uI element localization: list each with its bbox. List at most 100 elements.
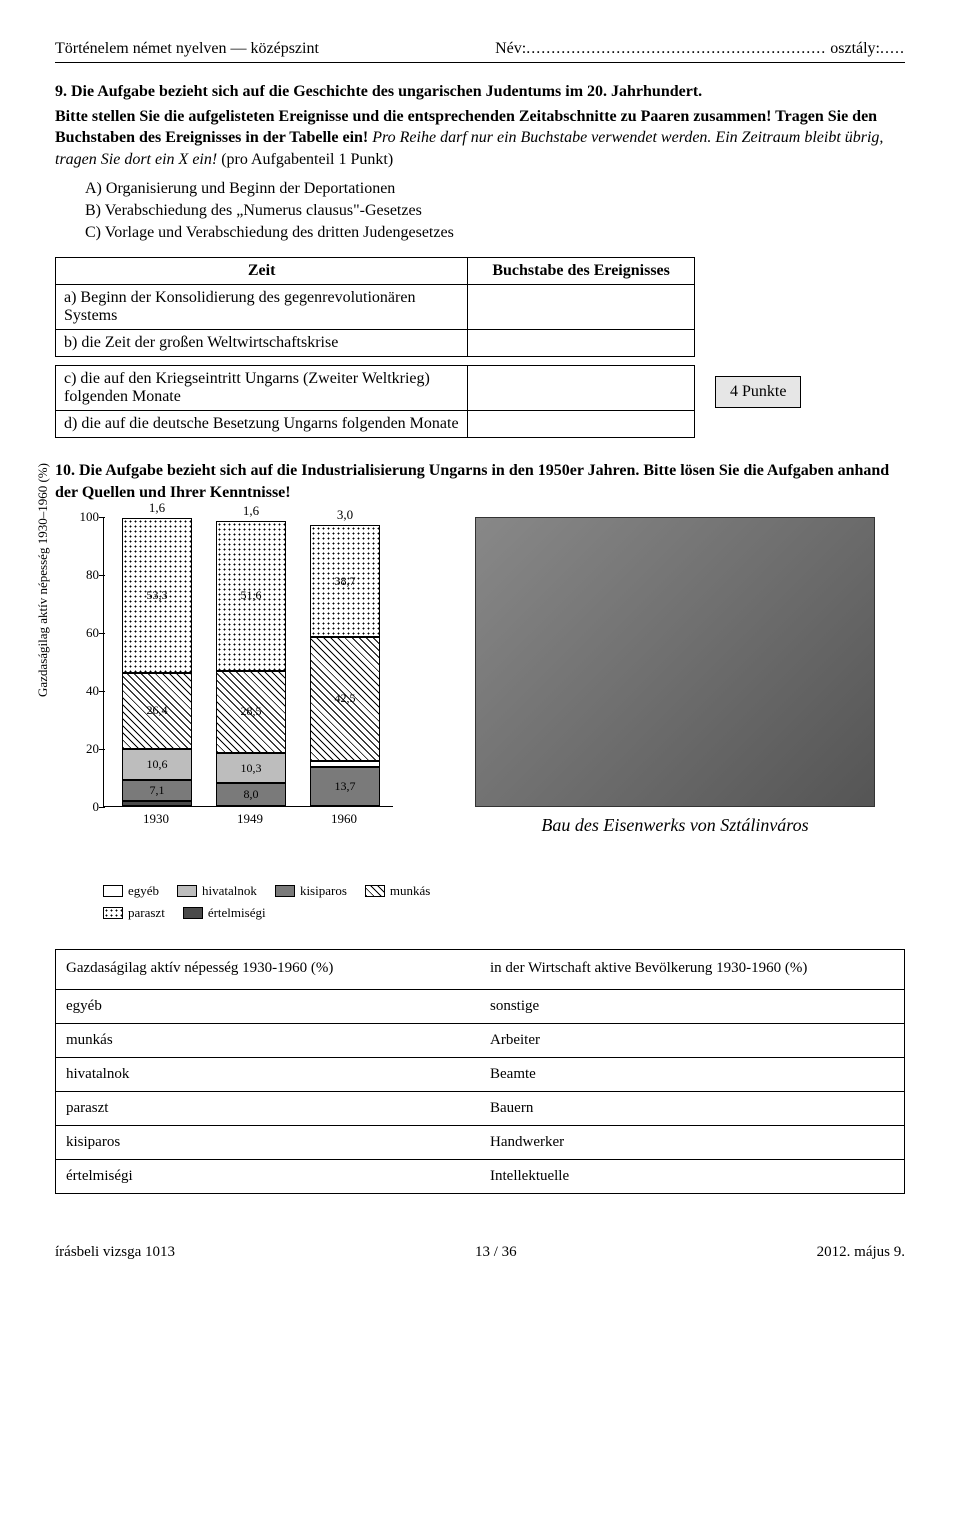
photo-column: Bau des Eisenwerks von Sztálinváros bbox=[465, 517, 885, 836]
page-header: Történelem német nyelven — középszint Né… bbox=[55, 40, 905, 58]
name-label: Név: bbox=[495, 40, 526, 57]
bar-segment-munkas: 42,5 bbox=[310, 637, 380, 760]
vocab-row: munkásArbeiter bbox=[56, 1024, 905, 1058]
bar-segment-munkas: 28,5 bbox=[216, 671, 286, 754]
task10-title: 10. Die Aufgabe bezieht sich auf die Ind… bbox=[55, 460, 905, 503]
bar-segment-paraszt: 51,6 bbox=[216, 521, 286, 671]
task9-col2-header: Buchstabe des Ereignisses bbox=[468, 258, 695, 285]
name-dots: ........................................… bbox=[526, 40, 826, 57]
bar-segment-paraszt: 38,7 bbox=[310, 525, 380, 637]
photo-caption: Bau des Eisenwerks von Sztálinváros bbox=[465, 815, 885, 836]
page-footer: írásbeli vizsga 1013 13 / 36 2012. május… bbox=[55, 1244, 905, 1281]
charts-row: Gazdaságilag aktív népesség 1930–1960 (%… bbox=[55, 517, 905, 921]
bar-segment-paraszt: 53,3 bbox=[122, 518, 192, 673]
ytick-label: 60 bbox=[75, 625, 99, 641]
chart-column: Gazdaságilag aktív népesség 1930–1960 (%… bbox=[55, 517, 435, 921]
task9-options: A) Organisierung und Beginn der Deportat… bbox=[85, 178, 905, 243]
vocab-cell: kisiparos bbox=[56, 1126, 481, 1160]
legend-label: kisiparos bbox=[300, 883, 347, 899]
vocab-table: Gazdaságilag aktív népesség 1930-1960 (%… bbox=[55, 949, 905, 1194]
vocab-row: kisiparosHandwerker bbox=[56, 1126, 905, 1160]
ytick-label: 40 bbox=[75, 683, 99, 699]
vocab-cell: Beamte bbox=[480, 1058, 905, 1092]
legend-swatch bbox=[275, 885, 295, 897]
xtick-label: 1949 bbox=[215, 811, 285, 827]
bar-segment-hivatalnok: 10,6 bbox=[122, 749, 192, 780]
legend-label: hivatalnok bbox=[202, 883, 257, 899]
row-c-answer[interactable] bbox=[468, 366, 695, 411]
bar-top-label: 3,0 bbox=[310, 507, 380, 523]
class-dots: ..... bbox=[880, 40, 905, 57]
legend-label: egyéb bbox=[128, 883, 159, 899]
ytick-label: 80 bbox=[75, 567, 99, 583]
chart-frame: 2,07,110,626,453,31,608,010,328,551,61,6… bbox=[103, 517, 393, 807]
bar-segment-kisiparos: 7,1 bbox=[122, 780, 192, 801]
vocab-cell: sonstige bbox=[480, 990, 905, 1024]
task9-optC: C) Vorlage und Verabschiedung des dritte… bbox=[85, 222, 905, 244]
bar-segment-munkas: 26,4 bbox=[122, 673, 192, 750]
row-d-label: d) die auf die deutsche Besetzung Ungarn… bbox=[56, 411, 468, 438]
legend-item-munkas: munkás bbox=[365, 883, 430, 899]
vocab-cell: in der Wirtschaft aktive Bevölkerung 193… bbox=[480, 950, 905, 990]
vocab-row: hivatalnokBeamte bbox=[56, 1058, 905, 1092]
task9-instr3: (pro Aufgabenteil 1 Punkt) bbox=[217, 151, 393, 168]
vocab-cell: munkás bbox=[56, 1024, 481, 1058]
task-9: 9. Die Aufgabe bezieht sich auf die Gesc… bbox=[55, 81, 905, 438]
task9-table-wrap: Zeit Buchstabe des Ereignisses a) Beginn… bbox=[55, 257, 905, 438]
row-c-label: c) die auf den Kriegseintritt Ungarns (Z… bbox=[56, 366, 468, 411]
vocab-row: parasztBauern bbox=[56, 1092, 905, 1126]
header-rule bbox=[55, 62, 905, 63]
bar-segment-kisiparos: 8,0 bbox=[216, 783, 286, 806]
class-label: osztály: bbox=[830, 40, 880, 57]
vocab-cell: egyéb bbox=[56, 990, 481, 1024]
vocab-cell: értelmiségi bbox=[56, 1160, 481, 1194]
vocab-cell: Intellektuelle bbox=[480, 1160, 905, 1194]
legend-item-kisiparos: kisiparos bbox=[275, 883, 347, 899]
bar-segment-ertelmisegi bbox=[122, 801, 192, 807]
xtick-label: 1930 bbox=[121, 811, 191, 827]
legend-swatch bbox=[365, 885, 385, 897]
legend-item-ertelmisegi: értelmiségi bbox=[183, 905, 266, 921]
header-left: Történelem német nyelven — középszint bbox=[55, 40, 319, 58]
vocab-cell: paraszt bbox=[56, 1092, 481, 1126]
legend-swatch bbox=[103, 885, 123, 897]
legend-label: paraszt bbox=[128, 905, 165, 921]
vocab-cell: Handwerker bbox=[480, 1126, 905, 1160]
footer-left: írásbeli vizsga 1013 bbox=[55, 1244, 175, 1261]
legend-item-hivatalnok: hivatalnok bbox=[177, 883, 257, 899]
ytick-label: 20 bbox=[75, 741, 99, 757]
legend-item-paraszt: paraszt bbox=[103, 905, 165, 921]
footer-center: 13 / 36 bbox=[475, 1244, 517, 1261]
bar-top-label: 1,6 bbox=[122, 500, 192, 516]
chart-legend: egyéb hivatalnok kisiparos munkás paraszt ért… bbox=[103, 883, 435, 921]
legend-item-egyeb: egyéb bbox=[103, 883, 159, 899]
row-b-answer[interactable] bbox=[468, 330, 695, 357]
legend-label: értelmiségi bbox=[208, 905, 266, 921]
legend-label: munkás bbox=[390, 883, 430, 899]
legend-swatch bbox=[103, 907, 123, 919]
task9-table: Zeit Buchstabe des Ereignisses a) Beginn… bbox=[55, 257, 695, 438]
legend-swatch bbox=[183, 907, 203, 919]
bar-segment-egyeb bbox=[310, 761, 380, 767]
photo-eisenwerk bbox=[475, 517, 875, 807]
header-right: Név:....................................… bbox=[495, 40, 905, 58]
stacked-bar-chart: Gazdaságilag aktív népesség 1930–1960 (%… bbox=[55, 517, 415, 877]
bar-top-label: 1,6 bbox=[216, 503, 286, 519]
xtick-label: 1960 bbox=[309, 811, 379, 827]
vocab-row: értelmiségiIntellektuelle bbox=[56, 1160, 905, 1194]
points-box: 4 Punkte bbox=[715, 376, 801, 408]
row-d-answer[interactable] bbox=[468, 411, 695, 438]
legend-swatch bbox=[177, 885, 197, 897]
row-b-label: b) die Zeit der großen Weltwirtschaftskr… bbox=[56, 330, 468, 357]
task9-optB: B) Verabschiedung des „Numerus clausus"-… bbox=[85, 200, 905, 222]
table-row: a) Beginn der Konsolidierung des gegenre… bbox=[56, 285, 695, 330]
task9-optA: A) Organisierung und Beginn der Deportat… bbox=[85, 178, 905, 200]
ytick-label: 0 bbox=[75, 799, 99, 815]
vocab-cell: Arbeiter bbox=[480, 1024, 905, 1058]
chart-ylabel: Gazdaságilag aktív népesség 1930–1960 (%… bbox=[35, 463, 51, 697]
task-10: 10. Die Aufgabe bezieht sich auf die Ind… bbox=[55, 460, 905, 1194]
row-a-answer[interactable] bbox=[468, 285, 695, 330]
bar-segment-kisiparos: 13,7 bbox=[310, 767, 380, 807]
table-row: c) die auf den Kriegseintritt Ungarns (Z… bbox=[56, 366, 695, 411]
task9-col1-header: Zeit bbox=[56, 258, 468, 285]
